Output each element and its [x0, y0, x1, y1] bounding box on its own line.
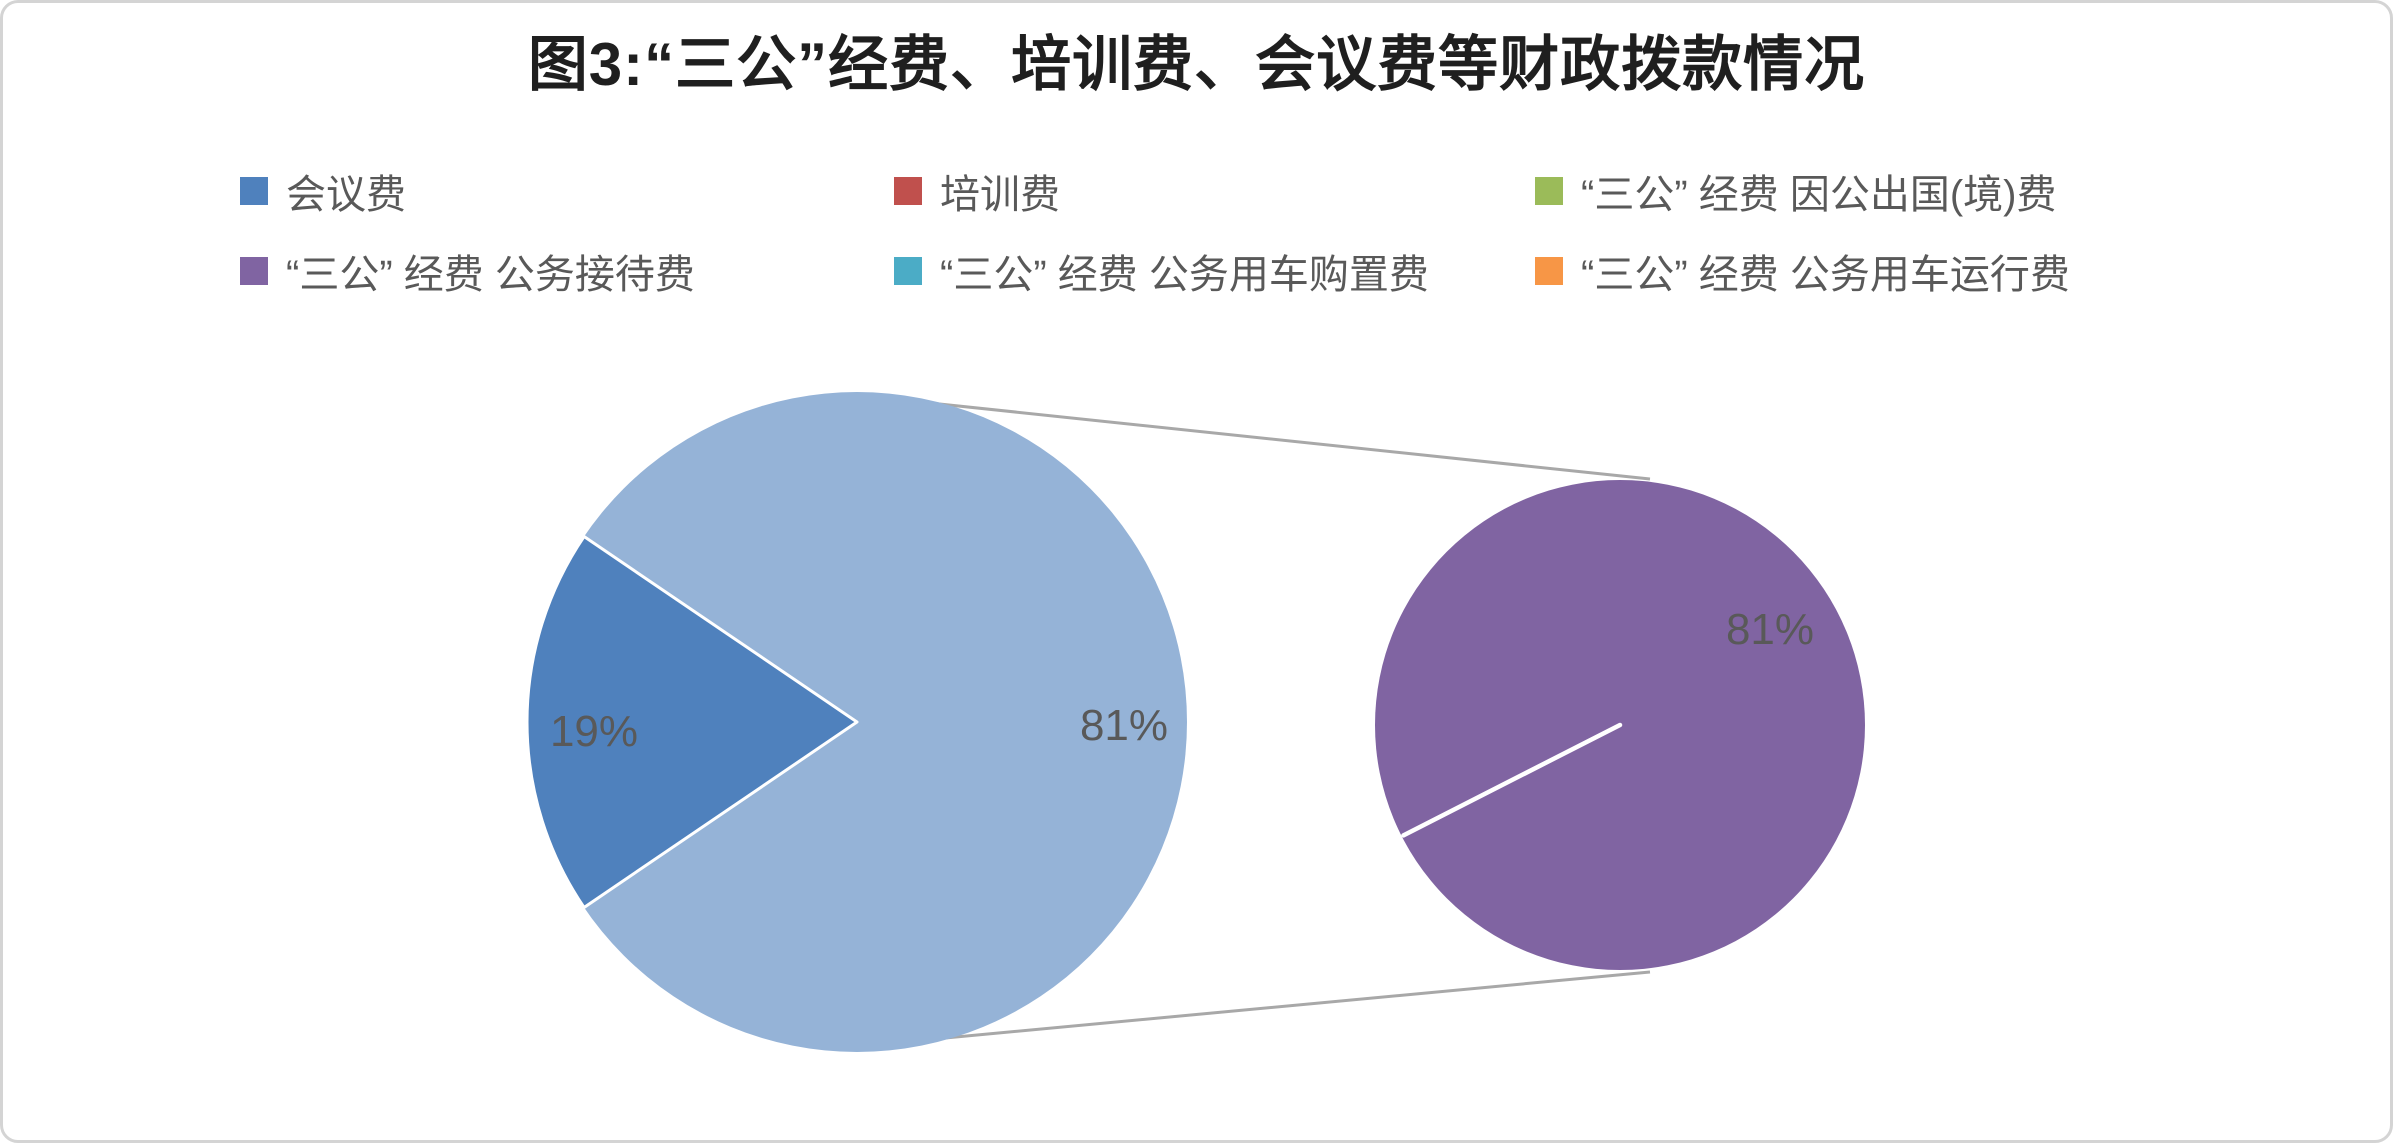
legend-swatch-icon	[894, 177, 922, 205]
legend-item-label: “三公” 经费 公务用车运行费	[1581, 253, 2070, 297]
main-pie-meeting-fee-slice	[525, 535, 859, 909]
secondary-pie-split-line	[1401, 722, 1623, 838]
legend-item-label: “三公” 经费 公务用车购置费	[940, 253, 1429, 297]
secondary-pie-data-label: 81%	[1726, 605, 1814, 654]
legend-item-overseas-trip-fee: “三公” 经费 因公出国(境)费	[1535, 162, 2393, 220]
legend-swatch-icon	[240, 177, 268, 205]
legend-item-training-fee: 培训费	[894, 162, 1535, 220]
main-pie-data-label: 81%	[1080, 701, 1168, 750]
series-connector-line	[891, 970, 1651, 1045]
legend-item-label: “三公” 经费 因公出国(境)费	[1581, 173, 2057, 217]
legend-item-label: “三公” 经费 公务接待费	[286, 253, 695, 297]
legend-swatch-icon	[1535, 177, 1563, 205]
main-pie-data-label: 19%	[550, 707, 638, 756]
legend-swatch-icon	[240, 257, 268, 285]
chart-title: 图3:“三公”经费、培训费、会议费等财政拨款情况	[527, 31, 1866, 98]
legend-item-official-reception-fee: “三公” 经费 公务接待费	[240, 242, 894, 300]
legend-item-vehicle-operation-fee: “三公” 经费 公务用车运行费	[1535, 242, 2393, 300]
legend-swatch-icon	[894, 257, 922, 285]
legend-item-label: 会议费	[286, 173, 406, 217]
legend-item-meeting-fee: 会议费	[240, 162, 894, 220]
legend-item-vehicle-purchase-fee: “三公” 经费 公务用车购置费	[894, 242, 1535, 300]
legend-swatch-icon	[1535, 257, 1563, 285]
series-connector-line	[891, 397, 1651, 481]
legend-item-label: 培训费	[940, 173, 1060, 217]
legend: 会议费 培训费 “三公” 经费 因公出国(境)费 “三公” 经费 公务接待费 “…	[240, 162, 2393, 300]
